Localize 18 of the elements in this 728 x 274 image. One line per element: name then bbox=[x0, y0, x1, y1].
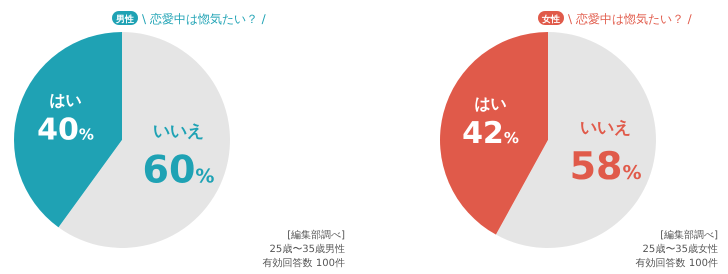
text: 有効回答数 100件 bbox=[636, 257, 718, 269]
data-label: 42% bbox=[462, 116, 519, 152]
chart-title: \ 恋愛中は惚気たい？ / bbox=[142, 12, 267, 26]
chart-title: \ 恋愛中は惚気たい？ / bbox=[568, 12, 693, 26]
text: 25歳〜35歳男性 bbox=[270, 243, 345, 255]
data-label: 40% bbox=[37, 112, 94, 148]
text: [編集部調べ] bbox=[660, 229, 718, 241]
slice-label: はい bbox=[50, 90, 82, 110]
chart-subtitle: 女性 bbox=[541, 14, 560, 25]
slice-label: いいえ bbox=[580, 118, 632, 138]
data-label: 60% bbox=[142, 147, 214, 192]
data-label: 58% bbox=[570, 144, 642, 188]
text: 25歳〜35歳女性 bbox=[642, 243, 718, 255]
text: 有効回答数 100件 bbox=[262, 257, 345, 269]
text: [編集部調べ] bbox=[287, 229, 346, 241]
chart-subtitle: 男性 bbox=[115, 14, 134, 25]
slice-label: はい bbox=[474, 94, 506, 114]
slice-label: いいえ bbox=[152, 121, 204, 142]
